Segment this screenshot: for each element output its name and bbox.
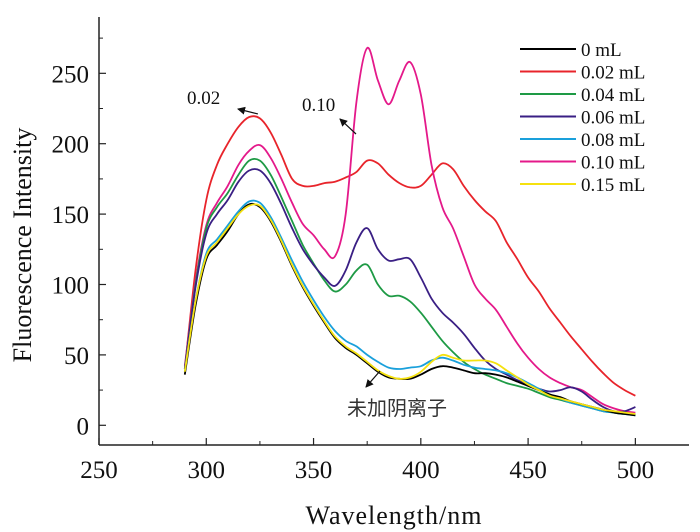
annotation-no-anion: 未加阴离子 bbox=[347, 396, 447, 420]
legend-label: 0 mL bbox=[581, 40, 622, 61]
legend-label: 0.15 mL bbox=[581, 175, 645, 196]
series-line-0-04-ml bbox=[183, 157, 636, 416]
y-tick-label: 250 bbox=[52, 61, 90, 88]
legend-label: 0.10 mL bbox=[581, 153, 645, 174]
legend-label: 0.06 mL bbox=[581, 108, 645, 129]
axes: 250 300 350 400 450 500 0 50 100 150 200 250 bbox=[52, 17, 689, 484]
legend-label: 0.08 mL bbox=[581, 130, 645, 151]
y-tick-label: 100 bbox=[52, 273, 90, 300]
x-tick-label: 300 bbox=[188, 457, 226, 484]
series-line-0-02-ml bbox=[183, 115, 636, 397]
x-tick-label: 500 bbox=[617, 457, 655, 484]
y-tick-label: 0 bbox=[77, 413, 90, 440]
x-tick-label: 450 bbox=[509, 457, 547, 484]
y-tick-label: 150 bbox=[52, 202, 90, 229]
legend-label: 0.04 mL bbox=[581, 85, 645, 106]
annotation-0-10: 0.10 bbox=[302, 95, 335, 116]
legend-label: 0.02 mL bbox=[581, 63, 645, 84]
series-group bbox=[183, 47, 636, 417]
annotation-0-02: 0.02 bbox=[187, 88, 220, 109]
x-tick-label: 400 bbox=[402, 457, 440, 484]
series-line-0-15-ml bbox=[183, 203, 636, 415]
annotation-0-10-arrow bbox=[339, 118, 357, 135]
x-tick-label: 250 bbox=[80, 457, 118, 484]
series-line-0-ml bbox=[183, 202, 636, 417]
annotation-0-02-arrow bbox=[237, 106, 259, 115]
y-tick-label: 50 bbox=[64, 343, 89, 370]
legend: 0 mL0.02 mL0.04 mL0.06 mL0.08 mL0.10 mL0… bbox=[520, 40, 645, 196]
y-tick-label: 200 bbox=[52, 132, 90, 159]
x-tick-label: 350 bbox=[295, 457, 333, 484]
annotations-group: 0.02 0.10 未加阴离子 bbox=[187, 88, 447, 420]
series-line-0-08-ml bbox=[183, 199, 636, 417]
x-axis-title: Wavelength/nm bbox=[306, 501, 483, 530]
y-axis-title: Fluorescence Intensity bbox=[8, 128, 37, 363]
series-line-0-06-ml bbox=[183, 168, 636, 413]
series-line-0-10-ml bbox=[183, 47, 636, 414]
annotation-no-anion-arrow bbox=[365, 370, 381, 388]
